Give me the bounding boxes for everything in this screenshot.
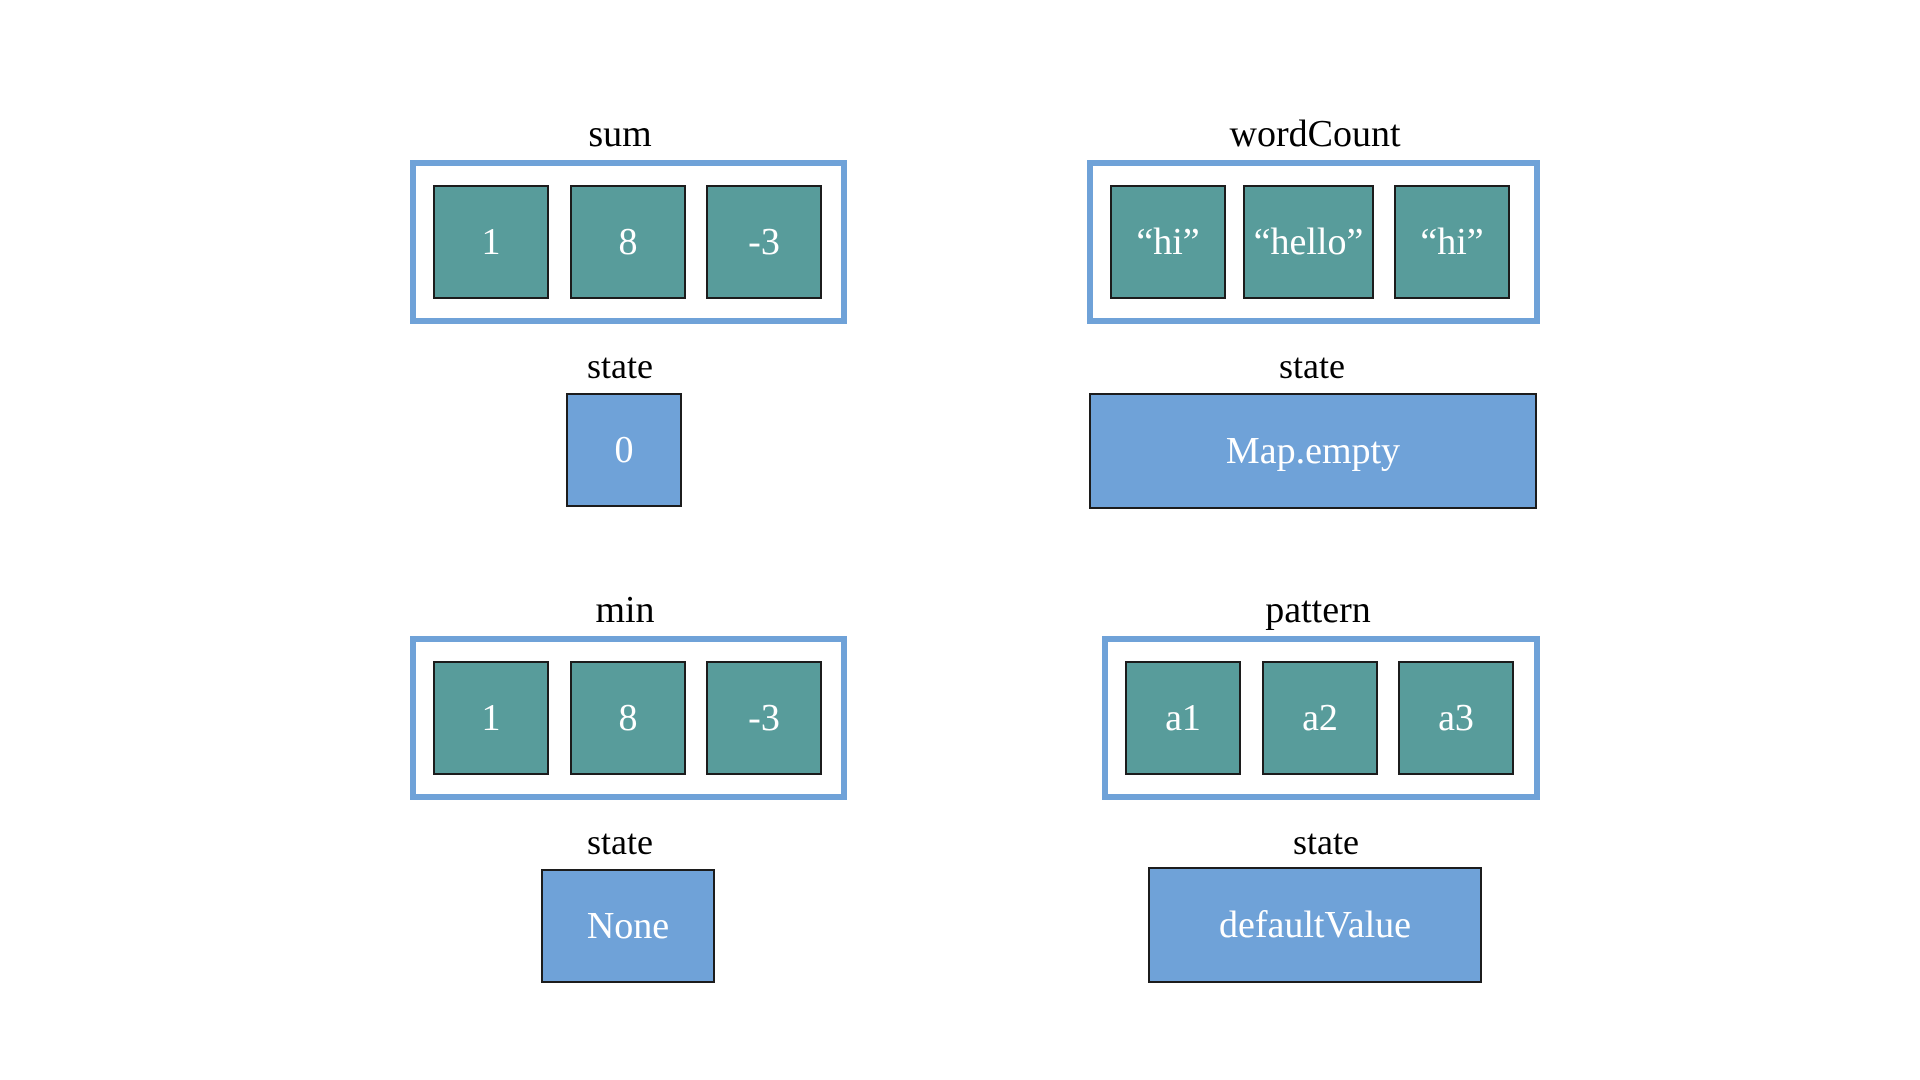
sequence-element: 8 <box>570 185 686 299</box>
sequence-element: a2 <box>1262 661 1378 775</box>
state-label-min: state <box>587 822 653 862</box>
state-label-sum: state <box>587 346 653 386</box>
sequence-container-min: 1 8 -3 <box>410 636 847 800</box>
sequence-element: a1 <box>1125 661 1241 775</box>
panel-title-wordcount: wordCount <box>1229 113 1401 155</box>
state-value-sum: 0 <box>566 393 682 507</box>
sequence-element: 1 <box>433 661 549 775</box>
state-label-wordcount: state <box>1279 346 1345 386</box>
sequence-element: a3 <box>1398 661 1514 775</box>
panel-title-pattern: pattern <box>1265 589 1371 631</box>
panel-title-sum: sum <box>588 113 652 155</box>
state-value-wordcount: Map.empty <box>1089 393 1537 509</box>
sequence-element: -3 <box>706 185 822 299</box>
sequence-element: 1 <box>433 185 549 299</box>
sequence-container-wordcount: “hi” “hello” “hi” <box>1087 160 1540 324</box>
state-label-pattern: state <box>1293 822 1359 862</box>
panel-title-min: min <box>595 589 655 631</box>
state-value-pattern: defaultValue <box>1148 867 1482 983</box>
sequence-container-sum: 1 8 -3 <box>410 160 847 324</box>
sequence-element: 8 <box>570 661 686 775</box>
sequence-container-pattern: a1 a2 a3 <box>1102 636 1540 800</box>
state-value-min: None <box>541 869 715 983</box>
sequence-element: “hi” <box>1110 185 1226 299</box>
sequence-element: “hi” <box>1394 185 1510 299</box>
sequence-element: “hello” <box>1243 185 1374 299</box>
sequence-element: -3 <box>706 661 822 775</box>
